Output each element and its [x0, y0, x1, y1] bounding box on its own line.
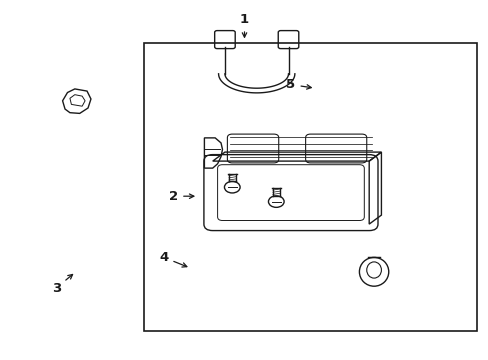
- Text: 5: 5: [286, 78, 311, 91]
- Text: 3: 3: [52, 274, 72, 294]
- Text: 2: 2: [169, 190, 193, 203]
- Bar: [144, 43, 476, 331]
- Text: 4: 4: [159, 251, 186, 267]
- Text: 1: 1: [240, 13, 248, 37]
